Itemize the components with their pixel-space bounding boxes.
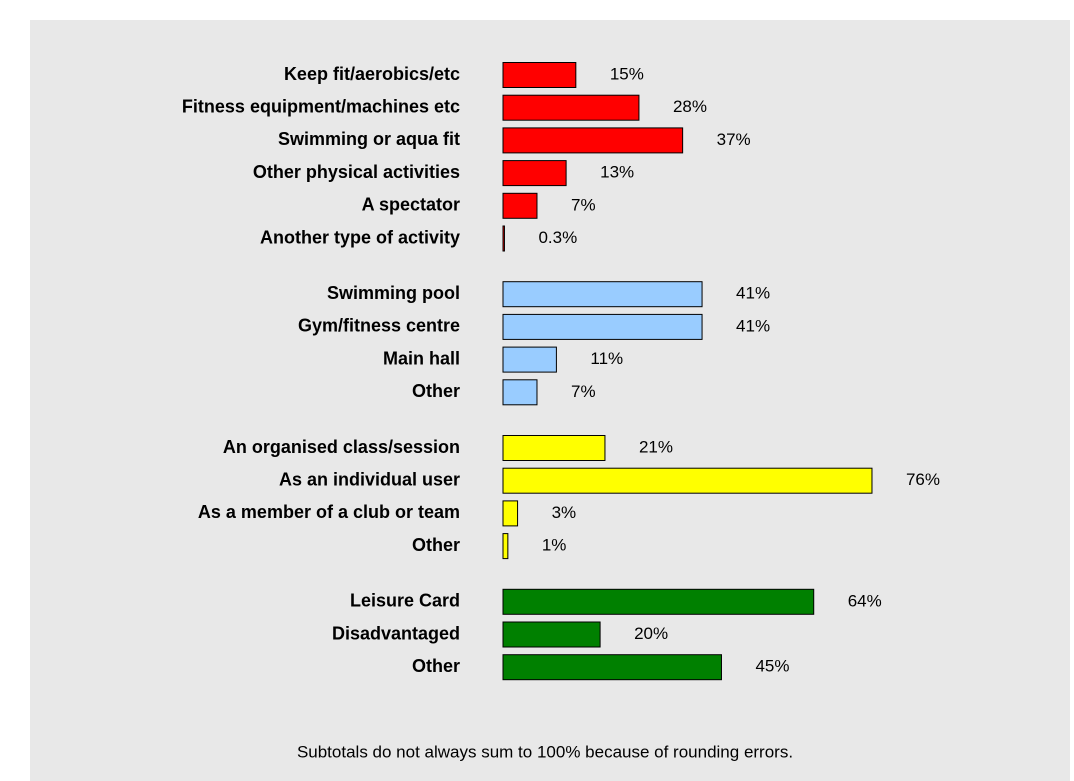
bar: [502, 281, 703, 308]
bar: [502, 379, 538, 406]
category-label: Fitness equipment/machines etc: [182, 96, 460, 116]
bar: [502, 621, 601, 648]
bar: [502, 654, 722, 681]
bar: [502, 94, 640, 121]
bar: [502, 435, 606, 461]
category-label: As a member of a club or team: [198, 502, 460, 522]
value-label: 7%: [571, 382, 596, 401]
value-label: 28%: [673, 97, 707, 116]
value-label: 15%: [610, 64, 644, 83]
value-label: 76%: [906, 470, 940, 489]
value-label: 21%: [639, 437, 673, 456]
bar: [502, 225, 505, 252]
bar: [502, 160, 567, 187]
category-label: An organised class/session: [223, 437, 460, 457]
footnote: Subtotals do not always sum to 100% beca…: [297, 742, 793, 761]
category-label: As an individual user: [279, 469, 460, 489]
value-label: 41%: [736, 284, 770, 303]
value-label: 37%: [717, 130, 751, 149]
bar: [502, 500, 519, 527]
bar: [502, 127, 684, 154]
value-label: 1%: [542, 536, 567, 555]
category-label: Main hall: [383, 348, 460, 368]
value-label: 41%: [736, 316, 770, 335]
category-label: Another type of activity: [260, 227, 460, 247]
value-label: 20%: [634, 624, 668, 643]
bar: [502, 192, 538, 219]
bar: [502, 533, 509, 560]
category-label: Leisure Card: [350, 591, 460, 611]
value-label: 0.3%: [538, 228, 577, 247]
value-label: 45%: [755, 657, 789, 676]
category-label: Disadvantaged: [332, 623, 460, 643]
category-label: Other: [412, 535, 460, 555]
category-label: Swimming pool: [327, 283, 460, 303]
value-label: 64%: [848, 591, 882, 610]
category-label: Other physical activities: [253, 162, 460, 182]
bar: [502, 346, 557, 373]
category-label: Swimming or aqua fit: [278, 129, 460, 149]
category-label: Gym/fitness centre: [298, 316, 460, 336]
value-label: 3%: [552, 503, 577, 522]
bar: [502, 467, 873, 494]
category-label: A spectator: [362, 195, 460, 215]
value-label: 13%: [600, 163, 634, 182]
category-label: Other: [412, 381, 460, 401]
bar: [502, 588, 815, 615]
bar: [502, 313, 703, 340]
value-label: 11%: [590, 349, 623, 368]
bar: [502, 62, 577, 88]
category-label: Other: [412, 656, 460, 676]
value-label: 7%: [571, 195, 596, 214]
category-label: Keep fit/aerobics/etc: [284, 64, 460, 84]
